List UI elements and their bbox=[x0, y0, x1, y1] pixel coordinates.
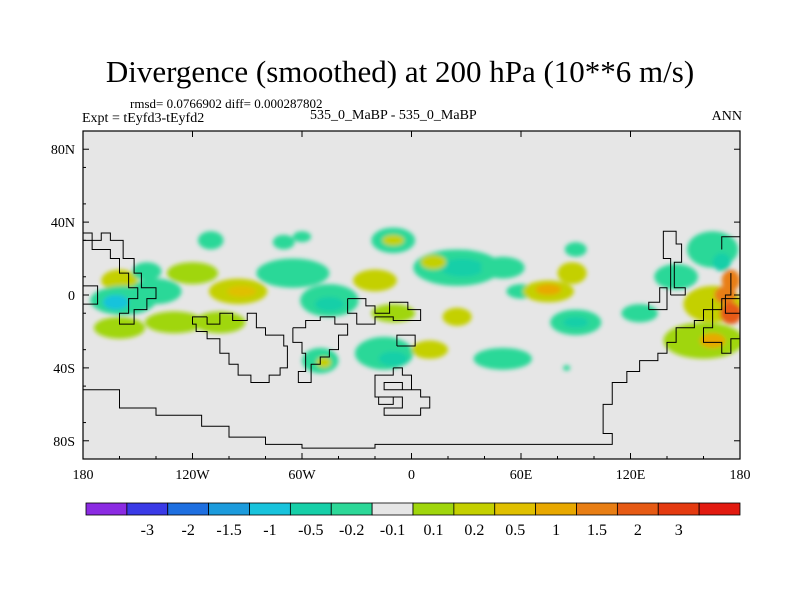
x-tick-label-1: 120W bbox=[175, 468, 210, 483]
x-tick-label-3: 0 bbox=[408, 468, 415, 483]
field-region-5 bbox=[145, 311, 204, 334]
colorbar-label-5: -0.2 bbox=[339, 522, 364, 539]
experiment-label: Expt = tEyfd3-tEyfd2 bbox=[82, 111, 205, 126]
colorbar-label-8: 0.2 bbox=[464, 522, 484, 539]
chart-title: Divergence (smoothed) at 200 hPa (10**6 … bbox=[105, 54, 695, 89]
colorbar-label-9: 0.5 bbox=[505, 522, 525, 539]
colorbar-label-2: -1.5 bbox=[216, 522, 241, 539]
field-region-26 bbox=[378, 351, 408, 367]
x-tick-label-6: 180 bbox=[730, 468, 751, 483]
field-region-14 bbox=[256, 258, 330, 288]
coastline-3 bbox=[83, 298, 740, 449]
coastline-12 bbox=[724, 273, 740, 314]
colorbar-swatch-13 bbox=[616, 502, 659, 516]
colorbar-swatch-15 bbox=[698, 502, 741, 516]
colorbar-swatch-14 bbox=[657, 502, 700, 516]
field-region-2 bbox=[103, 295, 129, 310]
colorbar-swatch-1 bbox=[126, 502, 169, 516]
colorbar-label-11: 1.5 bbox=[587, 522, 607, 539]
colorbar-swatch-4 bbox=[249, 502, 291, 516]
field-region-24 bbox=[440, 258, 485, 277]
colorbar-swatch-8 bbox=[412, 502, 455, 516]
coastline-0 bbox=[83, 232, 157, 325]
colorbar-swatch-9 bbox=[453, 502, 496, 516]
colorbar-swatch-12 bbox=[576, 502, 618, 516]
field-region-39 bbox=[621, 304, 658, 323]
field-region-34 bbox=[535, 284, 562, 295]
stats-label: rmsd= 0.0766902 diff= 0.000287802 bbox=[130, 96, 323, 111]
field-region-30 bbox=[442, 307, 472, 326]
y-tick-label-1: 40N bbox=[51, 216, 75, 231]
field-region-9 bbox=[292, 231, 312, 243]
colorbar-label-6: -0.1 bbox=[380, 522, 405, 539]
field-region-3 bbox=[93, 316, 146, 339]
coastline-11 bbox=[648, 287, 668, 311]
colorbar-swatch-7 bbox=[371, 502, 414, 516]
field-region-20 bbox=[316, 356, 332, 368]
x-tick-label-2: 60W bbox=[288, 468, 316, 483]
y-tick-label-2: 0 bbox=[68, 289, 75, 304]
colorbar-label-4: -0.5 bbox=[298, 522, 323, 539]
x-tick-label-4: 60E bbox=[510, 468, 533, 483]
colorbar-label-12: 2 bbox=[634, 522, 642, 539]
coastline-6 bbox=[347, 298, 422, 325]
coastline-13 bbox=[721, 236, 740, 250]
field-region-18 bbox=[371, 304, 416, 323]
field-region-47 bbox=[699, 333, 726, 348]
field-region-36 bbox=[564, 242, 587, 257]
coastline-10 bbox=[83, 285, 99, 305]
field-region-6 bbox=[132, 262, 162, 281]
season-label: ANN bbox=[711, 109, 742, 124]
coastline-9 bbox=[662, 230, 686, 296]
field-region-29 bbox=[473, 347, 532, 370]
colorbar-swatch-3 bbox=[208, 502, 250, 516]
field-region-16 bbox=[314, 296, 344, 312]
y-tick-label-4: 80S bbox=[53, 435, 75, 450]
field-region-28 bbox=[411, 340, 448, 359]
colorbar-swatch-0 bbox=[85, 502, 128, 516]
colorbar-label-3: -1 bbox=[263, 522, 276, 539]
colorbar-label-7: 0.1 bbox=[423, 522, 443, 539]
colorbar-swatch-11 bbox=[535, 502, 577, 516]
coastline-7 bbox=[396, 334, 416, 347]
field-region-10 bbox=[166, 262, 219, 285]
field-region-7 bbox=[197, 231, 224, 250]
field-region-40 bbox=[654, 264, 699, 290]
coastline-1 bbox=[192, 312, 288, 383]
colorbar-swatch-5 bbox=[289, 502, 332, 516]
colorbar-swatch-2 bbox=[167, 502, 210, 516]
coastline-5 bbox=[378, 396, 394, 405]
x-tick-label-0: 180 bbox=[73, 468, 94, 483]
field-region-35 bbox=[557, 262, 587, 285]
field-region-17 bbox=[353, 269, 397, 292]
x-tick-label-5: 120E bbox=[616, 468, 646, 483]
field-region-31 bbox=[480, 256, 525, 279]
y-tick-label-3: 40S bbox=[53, 362, 75, 377]
map-background bbox=[83, 131, 740, 459]
field-region-12 bbox=[227, 285, 257, 297]
colorbar-label-0: -3 bbox=[141, 522, 154, 539]
field-region-22 bbox=[382, 234, 405, 246]
field-region-42 bbox=[712, 253, 731, 272]
colorbar-label-13: 3 bbox=[675, 522, 683, 539]
field-region-38 bbox=[562, 316, 589, 328]
chart-subtitle: 535_0_MaBP - 535_0_MaBP bbox=[310, 108, 477, 123]
colorbar-swatch-10 bbox=[494, 502, 537, 516]
field-region-27 bbox=[420, 254, 447, 270]
coastline-2 bbox=[292, 316, 349, 383]
field-region-8 bbox=[272, 234, 295, 250]
colorbar-swatch-6 bbox=[330, 502, 373, 516]
colorbar-label-1: -2 bbox=[182, 522, 195, 539]
y-tick-label-0: 80N bbox=[51, 143, 75, 158]
field-region-49 bbox=[562, 365, 571, 371]
colorbar-label-10: 1 bbox=[552, 522, 560, 539]
coastline-8 bbox=[703, 298, 740, 354]
